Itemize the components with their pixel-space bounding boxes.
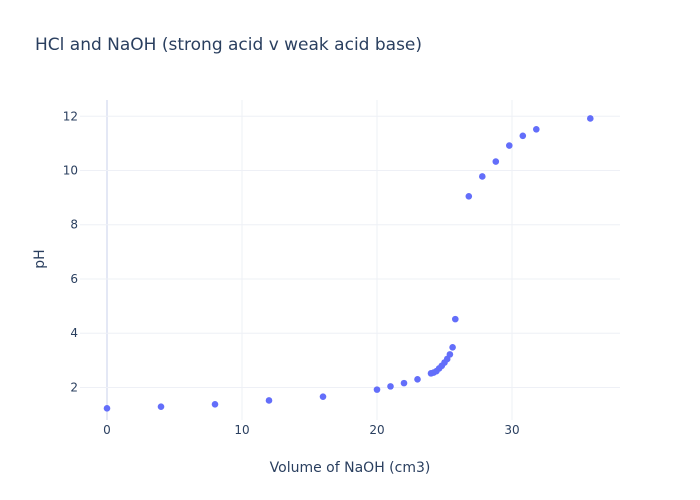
y-tick-label: 12 bbox=[63, 109, 78, 123]
x-tick-label: 0 bbox=[103, 423, 111, 437]
data-point[interactable] bbox=[533, 125, 540, 133]
x-tick-label: 30 bbox=[504, 423, 519, 437]
data-point[interactable] bbox=[319, 393, 327, 400]
data-point[interactable] bbox=[265, 397, 273, 404]
data-point[interactable] bbox=[373, 386, 381, 393]
data-point[interactable] bbox=[587, 115, 594, 122]
data-point[interactable] bbox=[157, 403, 165, 411]
y-tick-label: 8 bbox=[70, 218, 78, 232]
data-point[interactable] bbox=[211, 400, 219, 408]
data-point[interactable] bbox=[452, 315, 459, 323]
data-point[interactable] bbox=[446, 351, 454, 358]
data-point[interactable] bbox=[506, 142, 513, 149]
data-point[interactable] bbox=[387, 383, 394, 390]
data-points bbox=[103, 115, 594, 412]
data-point[interactable] bbox=[492, 158, 500, 165]
data-point[interactable] bbox=[479, 173, 486, 180]
grid bbox=[80, 100, 620, 420]
data-point[interactable] bbox=[103, 405, 111, 412]
data-point[interactable] bbox=[449, 344, 456, 351]
chart-title: HCl and NaOH (strong acid v weak acid ba… bbox=[35, 35, 422, 55]
x-axis-title: Volume of NaOH (cm3) bbox=[270, 460, 431, 476]
y-axis-title: pH bbox=[32, 249, 48, 268]
y-tick-label: 10 bbox=[63, 164, 78, 178]
data-point[interactable] bbox=[400, 379, 408, 387]
data-point[interactable] bbox=[465, 192, 473, 200]
y-tick-label: 2 bbox=[70, 380, 78, 394]
data-point[interactable] bbox=[414, 376, 421, 383]
x-tick-label: 10 bbox=[234, 423, 249, 437]
y-tick-label: 4 bbox=[70, 326, 78, 340]
data-point[interactable] bbox=[519, 132, 527, 140]
y-tick-label: 6 bbox=[70, 272, 78, 286]
x-tick-label: 20 bbox=[369, 423, 384, 437]
tick-labels: 0 10 20 30 2 4 6 8 10 12 bbox=[63, 109, 520, 437]
